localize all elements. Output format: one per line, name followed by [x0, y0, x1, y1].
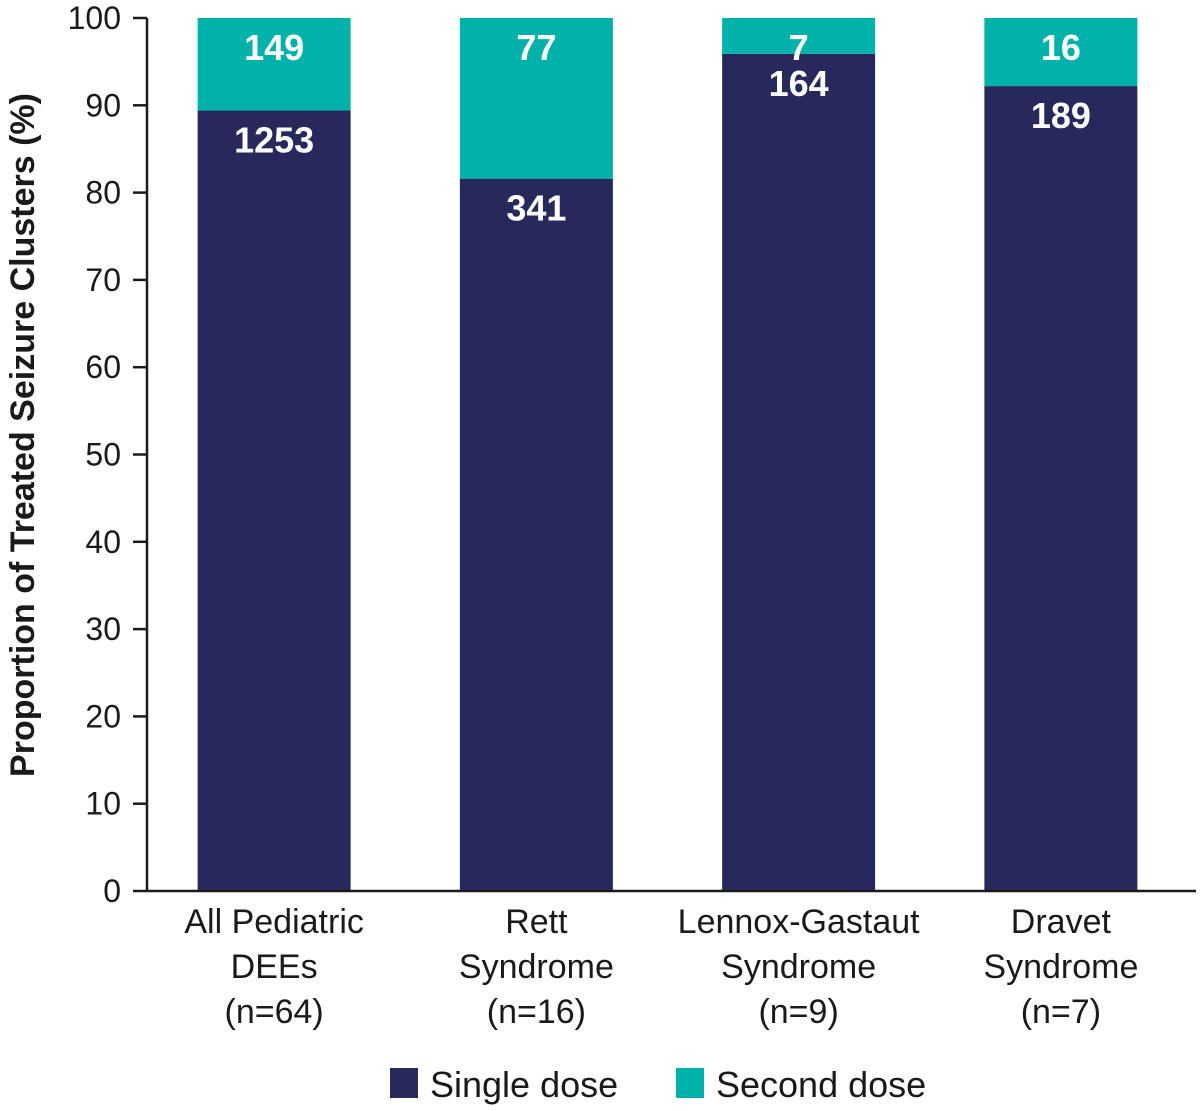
y-axis-title: Proportion of Treated Seizure Clusters (… — [4, 93, 42, 777]
x-axis-categories: All Pediatric DEEs (n=64) Rett Syndrome (n=16… — [184, 903, 1138, 1031]
bar-single-dose — [197, 110, 351, 891]
x-category-label: Syndrome — [983, 948, 1138, 986]
y-tick-label: 60 — [85, 349, 121, 385]
x-category-label: Dravet — [1011, 903, 1112, 941]
x-category-label: (n=7) — [1021, 993, 1101, 1031]
bar-value-label: 1253 — [234, 120, 314, 161]
bar-second-dose — [197, 18, 351, 111]
bar-second-dose — [722, 18, 876, 54]
bar-second-dose — [459, 18, 613, 179]
legend-swatch-second-dose — [676, 1068, 704, 1098]
y-axis-ticks: 0 10 20 30 40 50 60 70 80 90 100 — [68, 0, 147, 909]
x-category-label: (n=64) — [225, 993, 324, 1031]
x-category-label: All Pediatric — [184, 903, 364, 941]
legend: Single dose Second dose — [390, 1064, 926, 1105]
bar-value-label: 164 — [769, 63, 829, 104]
y-tick-label: 20 — [85, 698, 121, 734]
legend-swatch-single-dose — [390, 1068, 418, 1098]
bar-value-label: 341 — [506, 188, 566, 229]
y-tick-label: 10 — [85, 786, 121, 822]
x-category-label: Lennox-Gastaut — [678, 903, 920, 941]
y-tick-label: 90 — [85, 87, 121, 123]
x-category-label: Syndrome — [721, 948, 876, 986]
x-category-label: Rett — [505, 903, 568, 941]
y-tick-label: 40 — [85, 524, 121, 560]
bar-value-label: 149 — [244, 27, 304, 68]
legend-label-second-dose: Second dose — [716, 1064, 926, 1105]
bar-value-label: 189 — [1031, 95, 1091, 136]
y-tick-label: 70 — [85, 262, 121, 298]
x-category-label: (n=9) — [758, 993, 838, 1031]
y-tick-label: 100 — [68, 0, 121, 36]
x-category-label: Syndrome — [459, 948, 614, 986]
bar-second-dose — [984, 18, 1138, 87]
bar-value-label: 77 — [516, 27, 556, 68]
y-tick-label: 30 — [85, 611, 121, 647]
bar-single-dose — [459, 178, 613, 891]
bar-single-dose — [722, 53, 876, 892]
bar-single-dose — [984, 86, 1138, 892]
x-category-label: (n=16) — [487, 993, 586, 1031]
y-tick-label: 0 — [103, 873, 121, 909]
bar-value-label: 16 — [1041, 27, 1081, 68]
y-tick-label: 80 — [85, 175, 121, 211]
y-tick-label: 50 — [85, 437, 121, 473]
x-category-label: DEEs — [231, 948, 318, 986]
legend-label-single-dose: Single dose — [430, 1064, 618, 1105]
bar-value-label: 7 — [789, 27, 809, 68]
